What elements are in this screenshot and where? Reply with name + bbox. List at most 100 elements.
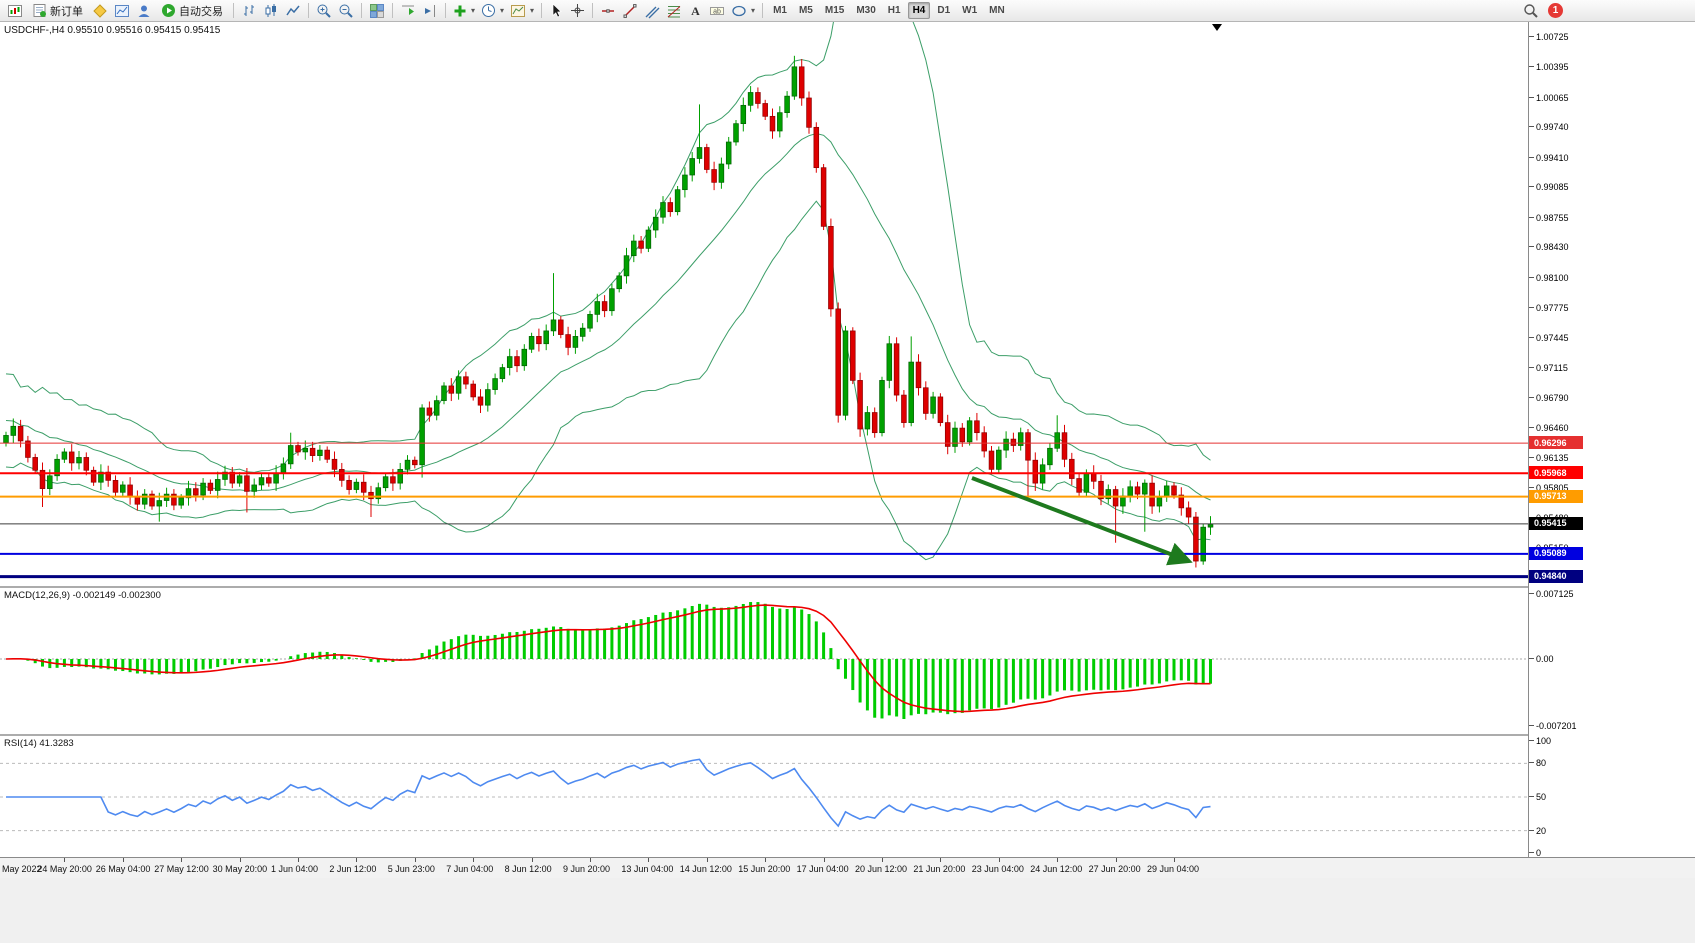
metaeditor-icon bbox=[93, 3, 107, 18]
price-chart-pane[interactable]: USDCHF-,H4 0.95510 0.95516 0.95415 0.954… bbox=[0, 22, 1528, 586]
time-axis-tick bbox=[590, 858, 591, 862]
auto-scroll-button[interactable] bbox=[397, 1, 419, 20]
time-axis-label: 24 Jun 12:00 bbox=[1030, 864, 1083, 874]
price-tick: 0.97775 bbox=[1529, 302, 1569, 313]
chart-profile-icon bbox=[115, 4, 129, 17]
time-axis-tick bbox=[356, 858, 358, 862]
price-tick: 0.96790 bbox=[1529, 392, 1569, 403]
crosshair-button[interactable] bbox=[567, 1, 588, 20]
rsi-pane[interactable]: RSI(14) 41.3283 bbox=[0, 736, 1528, 857]
line-chart-button[interactable] bbox=[282, 1, 304, 20]
bottom-filler bbox=[0, 878, 1695, 943]
autotrading-label: 自动交易 bbox=[179, 5, 223, 18]
timeframe-m5[interactable]: M5 bbox=[794, 2, 818, 19]
fibonacci-button[interactable] bbox=[663, 1, 685, 20]
search-button[interactable] bbox=[1520, 1, 1542, 20]
text-button[interactable]: A bbox=[685, 1, 706, 20]
time-axis-tick bbox=[298, 858, 299, 862]
price-level-tag: 0.95968 bbox=[1529, 466, 1583, 480]
horizontal-line-button[interactable] bbox=[597, 1, 619, 20]
price-tick: 0.99085 bbox=[1529, 182, 1569, 193]
macd-pane[interactable]: MACD(12,26,9) -0.002149 -0.002300 bbox=[0, 588, 1528, 734]
pane-splitter[interactable] bbox=[0, 586, 1695, 588]
macd-scale-tick: -0.007201 bbox=[1529, 721, 1577, 731]
macd-svg bbox=[0, 602, 1528, 719]
time-axis-tick bbox=[823, 858, 825, 862]
new-chart-icon bbox=[8, 4, 22, 17]
toolbar-separator bbox=[592, 3, 594, 18]
timeframe-w1[interactable]: W1 bbox=[957, 2, 982, 19]
timeframe-group: M1 M5 M15 M30 H1 H4 D1 W1 MN bbox=[767, 2, 1011, 19]
chart-stack: USDCHF-,H4 0.95510 0.95516 0.95415 0.954… bbox=[0, 22, 1695, 943]
rsi-scale-tick: 20 bbox=[1528, 825, 1547, 836]
price-tick: 1.00065 bbox=[1529, 92, 1569, 103]
macd-name: MACD(12,26,9) bbox=[4, 590, 70, 601]
time-axis-label: 23 Jun 04:00 bbox=[971, 864, 1024, 874]
profiles-button[interactable] bbox=[111, 1, 133, 20]
chart-shift-button[interactable] bbox=[419, 1, 441, 20]
new-chart-button[interactable] bbox=[4, 1, 26, 20]
autotrading-icon bbox=[162, 4, 175, 17]
timeframe-h4[interactable]: H4 bbox=[907, 2, 931, 19]
price-level-tag: 0.95089 bbox=[1529, 546, 1583, 560]
line-chart-icon bbox=[286, 5, 300, 15]
time-axis-tick bbox=[765, 858, 767, 862]
add-indicator-icon bbox=[454, 5, 466, 16]
toolbar-separator bbox=[233, 3, 234, 18]
candlestick-chart-button[interactable] bbox=[260, 1, 282, 20]
timeframe-mn[interactable]: MN bbox=[984, 2, 1010, 19]
time-axis-tick bbox=[998, 858, 1000, 862]
timeframe-m30[interactable]: M30 bbox=[851, 2, 880, 19]
trendline-button[interactable] bbox=[619, 1, 641, 20]
time-axis-tick bbox=[239, 858, 241, 862]
bar-chart-button[interactable] bbox=[238, 1, 260, 20]
price-tick: 0.98430 bbox=[1529, 242, 1569, 253]
text-label-button[interactable]: ab bbox=[706, 1, 728, 20]
text-label-icon: ab bbox=[710, 6, 725, 15]
metaeditor-button[interactable] bbox=[89, 1, 111, 20]
pane-splitter[interactable] bbox=[0, 734, 1695, 736]
rsi-value: 41.3283 bbox=[39, 738, 74, 749]
time-axis-tick bbox=[531, 858, 533, 862]
timeframe-m1[interactable]: M1 bbox=[768, 2, 792, 19]
price-tick: 0.99740 bbox=[1529, 122, 1569, 133]
time-axis-label: 30 May 20:00 bbox=[212, 864, 268, 874]
trendline-icon bbox=[623, 3, 637, 18]
price-level-tag: 0.95713 bbox=[1529, 489, 1583, 503]
new-order-button[interactable]: 新订单 bbox=[26, 1, 89, 20]
market-watch-button[interactable] bbox=[133, 1, 155, 20]
toolbar-separator bbox=[762, 3, 764, 18]
zoom-in-button[interactable] bbox=[313, 1, 335, 20]
time-axis-tick bbox=[473, 858, 475, 862]
time-axis-tick bbox=[181, 858, 183, 862]
clock-icon bbox=[482, 4, 496, 17]
time-axis-label: May 2022 bbox=[2, 864, 42, 874]
timeframe-m15[interactable]: M15 bbox=[820, 2, 849, 19]
price-tick: 0.98755 bbox=[1529, 212, 1569, 223]
zoom-out-button[interactable] bbox=[335, 1, 357, 20]
time-axis-label: 20 Jun 12:00 bbox=[855, 864, 908, 874]
price-scale[interactable]: 1.00725 1.00395 1.00065 0.99740 0.99410 0.990… bbox=[1528, 22, 1695, 858]
periods-button[interactable]: ▾ bbox=[478, 1, 507, 20]
cursor-button[interactable] bbox=[546, 1, 567, 20]
template-icon bbox=[511, 4, 526, 17]
time-axis[interactable]: May 2022 24 May 20:00 26 May 04:00 27 May 1… bbox=[0, 857, 1695, 878]
time-axis-tick bbox=[1115, 858, 1117, 862]
shapes-button[interactable]: ▾ bbox=[728, 1, 758, 20]
chevron-down-icon: ▾ bbox=[500, 6, 505, 15]
time-axis-tick bbox=[648, 858, 650, 862]
timeframe-d1[interactable]: D1 bbox=[932, 2, 955, 19]
time-axis-tick bbox=[64, 858, 66, 862]
templates-button[interactable]: ▾ bbox=[507, 1, 537, 20]
svg-text:A: A bbox=[691, 4, 700, 18]
chevron-down-icon: ▾ bbox=[751, 6, 756, 15]
channel-button[interactable] bbox=[641, 1, 663, 20]
rsi-name: RSI(14) bbox=[4, 738, 37, 749]
tile-windows-button[interactable] bbox=[366, 1, 388, 20]
timeframe-h1[interactable]: H1 bbox=[883, 2, 906, 19]
rsi-scale-tick: 50 bbox=[1528, 792, 1547, 802]
indicators-button[interactable]: ▾ bbox=[450, 1, 478, 20]
toolbar-separator bbox=[361, 3, 362, 18]
autotrading-button[interactable]: 自动交易 bbox=[155, 1, 229, 20]
notification-badge[interactable]: 1 bbox=[1548, 3, 1563, 18]
